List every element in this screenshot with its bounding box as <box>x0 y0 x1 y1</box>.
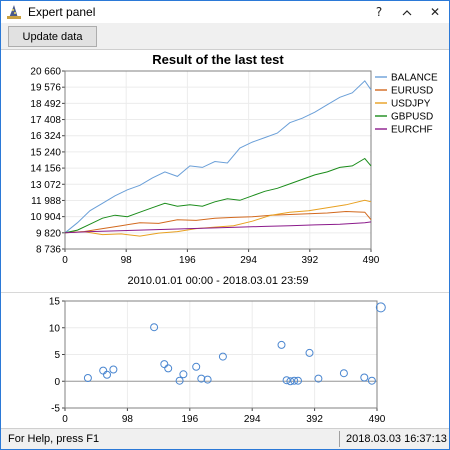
y-tick-label: 15 <box>49 297 61 308</box>
plot-frame <box>64 70 372 250</box>
status-help-text: For Help, press F1 <box>8 433 100 445</box>
y-tick-label: 11 988 <box>31 196 61 207</box>
scatter-point <box>197 374 206 383</box>
x-tick-label: 196 <box>181 414 198 425</box>
chart-panel: Result of the last test 8 736 9 820 10 904 1… <box>1 49 449 429</box>
scatter-point <box>286 377 295 386</box>
x-tick-label: 392 <box>306 414 323 425</box>
wizard-hat-icon <box>7 5 21 19</box>
y-tick-label: 15 240 <box>30 147 61 158</box>
y-tick-label: 10 <box>49 323 61 334</box>
scatter-point <box>99 366 108 375</box>
chart-divider <box>1 292 449 293</box>
x-tick-label: 294 <box>244 414 261 425</box>
chart-title: Result of the last test <box>152 52 284 67</box>
x-tick-label: 98 <box>121 255 133 266</box>
x-tick-label: 294 <box>240 255 257 266</box>
y-tick-label: 13 072 <box>30 180 61 191</box>
series-line-eurchf <box>64 221 372 234</box>
scatter-point <box>192 362 201 371</box>
scatter-point <box>203 375 212 384</box>
status-separator <box>339 431 340 447</box>
y-tick-label: 14 156 <box>30 164 61 175</box>
x-tick-label: 0 <box>62 255 68 266</box>
status-bar: For Help, press F1 2018.03.03 16:37:13 <box>1 429 449 449</box>
legend-label-usdjpy: USDJPY <box>391 99 431 110</box>
scatter-point <box>218 352 227 361</box>
legend-label-eurchf: EURCHF <box>391 125 433 136</box>
series-line-balance <box>64 80 372 234</box>
balance-line-chart: Result of the last test 8 736 9 820 10 904 1… <box>30 52 438 287</box>
title-bar: Expert panel ? ✕ <box>1 1 449 23</box>
x-axis-label: 2010.01.01 00:00 - 2018.03.01 23:59 <box>127 275 308 287</box>
legend-label-gbpusd: GBPUSD <box>391 112 433 123</box>
plot-frame <box>64 300 378 409</box>
legend-label-balance: BALANCE <box>391 73 438 84</box>
legend-label-eurusd: EURUSD <box>391 86 433 97</box>
scatter-point <box>150 323 159 332</box>
chevron-up-icon <box>402 9 412 15</box>
y-tick-label: 18 492 <box>30 99 61 110</box>
x-tick-label: 392 <box>301 255 318 266</box>
series-line-usdjpy <box>64 199 372 237</box>
scatter-point <box>367 376 376 385</box>
y-tick-label: 9 820 <box>36 228 61 239</box>
y-tick-label: 5 <box>54 350 60 361</box>
scatter-point <box>83 374 92 382</box>
y-tick-label: 0 <box>54 377 60 388</box>
x-tick-label: 490 <box>369 414 386 425</box>
window-title: Expert panel <box>28 5 96 19</box>
close-button[interactable]: ✕ <box>429 5 441 19</box>
status-timestamp: 2018.03.03 16:37:13 <box>346 433 447 445</box>
scatter-point <box>175 376 184 385</box>
scatter-point <box>282 376 291 385</box>
scatter-point <box>103 370 111 379</box>
help-button[interactable]: ? <box>375 5 383 19</box>
y-tick-label: 17 408 <box>30 115 61 126</box>
minimize-button[interactable] <box>393 2 421 22</box>
series-line-gbpusd <box>64 157 372 234</box>
y-tick-label: 19 576 <box>30 83 61 94</box>
scatter-point <box>375 302 386 313</box>
update-data-button[interactable]: Update data <box>8 26 97 47</box>
y-tick-label: -5 <box>51 404 60 415</box>
series-line-eurusd <box>64 210 372 234</box>
scatter-point <box>360 373 369 382</box>
scatter-point <box>339 369 348 378</box>
scatter-point <box>305 348 314 357</box>
scatter-point <box>160 360 169 369</box>
scatter-point <box>164 364 173 373</box>
y-tick-label: 8 736 <box>36 245 61 256</box>
x-tick-label: 98 <box>122 414 134 425</box>
scatter-point <box>109 365 118 374</box>
y-tick-label: 20 660 <box>30 67 61 78</box>
scatter-point <box>314 374 323 383</box>
x-tick-label: 490 <box>363 255 380 266</box>
y-tick-label: 10 904 <box>30 212 61 223</box>
scatter-point <box>294 376 302 385</box>
x-tick-label: 0 <box>62 414 68 425</box>
y-tick-label: 16 324 <box>30 131 61 142</box>
scatter-point <box>277 340 286 349</box>
x-tick-label: 196 <box>179 255 196 266</box>
scatter-point <box>179 370 188 379</box>
scatter-point <box>290 376 299 385</box>
